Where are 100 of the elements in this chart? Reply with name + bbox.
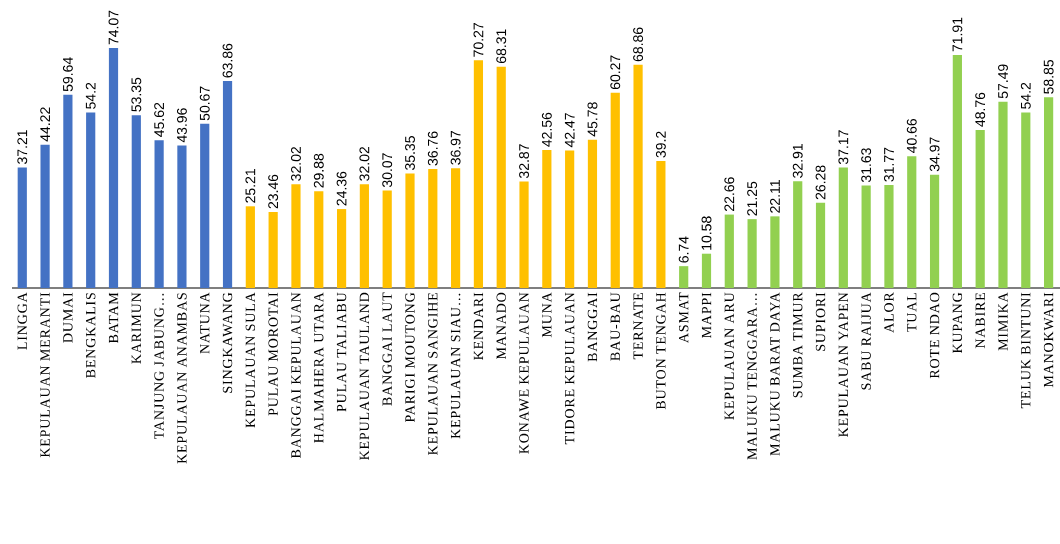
data-label: 22.66 <box>724 177 735 211</box>
x-tick-label: KEPULAUAN SULA <box>245 292 256 428</box>
bar <box>496 66 506 288</box>
x-tick-label: TERNATE <box>633 292 643 360</box>
x-tick-label: TELUK BINTUNI <box>1021 292 1031 409</box>
data-label: 43.96 <box>176 108 187 143</box>
bar <box>679 266 689 288</box>
bar <box>222 81 233 288</box>
bar <box>724 214 734 288</box>
data-label: 34.97 <box>929 137 940 172</box>
data-label: 26.28 <box>815 165 826 200</box>
bar <box>268 211 278 288</box>
data-label: 42.47 <box>564 113 575 148</box>
x-tick-label: SINGKAWANG <box>222 292 233 393</box>
bar <box>975 130 985 288</box>
data-label: 68.31 <box>496 29 507 64</box>
data-label: 70.27 <box>473 23 484 57</box>
data-label: 50.67 <box>199 86 210 121</box>
data-label: 58.85 <box>1043 59 1054 94</box>
data-label: 32.87 <box>519 144 529 179</box>
bar <box>40 144 50 288</box>
data-label: 6.74 <box>678 236 689 263</box>
data-label: 29.88 <box>313 153 324 188</box>
bar <box>154 140 164 288</box>
data-label: 53.35 <box>131 77 142 112</box>
bar <box>63 94 73 288</box>
data-label: 63.86 <box>222 43 233 78</box>
bar <box>1044 97 1054 288</box>
x-tick-label: MANADO <box>496 292 506 360</box>
data-label: 21.25 <box>747 181 758 216</box>
bar <box>405 173 415 288</box>
bar <box>519 181 529 288</box>
data-label: 31.77 <box>884 147 894 182</box>
data-label: 74.07 <box>108 10 119 45</box>
bar <box>131 115 141 288</box>
data-label: 39.2 <box>655 131 666 158</box>
bar <box>861 185 871 288</box>
bar <box>907 156 917 288</box>
bar <box>359 184 369 288</box>
x-tick-label: TANJUNG JABUNG… <box>154 293 164 440</box>
x-tick-label: TUAL <box>907 293 917 332</box>
bar <box>656 160 666 288</box>
x-tick-label: KUPANG <box>952 292 963 354</box>
x-tick-label: KEPULAUAN MERANTI <box>40 292 50 458</box>
data-label: 37.21 <box>17 130 28 164</box>
data-label: 10.58 <box>701 216 712 250</box>
bar <box>428 168 438 288</box>
x-tick-label: KEPULAUAN ARU <box>724 292 734 420</box>
data-label: 71.91 <box>952 17 963 52</box>
data-label: 54.2 <box>1020 82 1031 109</box>
bar <box>336 209 347 288</box>
data-label: 35.35 <box>405 136 415 170</box>
x-tick-label: MALUKU BARAT DAYA <box>770 292 780 456</box>
x-tick-label: TIDORE KEPULAUAN <box>564 292 575 445</box>
bar <box>770 216 780 288</box>
x-tick-label: SUMBA TIMUR <box>793 292 803 398</box>
data-label: 57.49 <box>998 64 1008 99</box>
x-tick-label: ALOR <box>884 292 894 333</box>
x-tick-label: BANGGAI LAUT <box>382 292 392 406</box>
data-label: 59.64 <box>62 57 73 92</box>
x-tick-label: NABIRE <box>975 292 985 349</box>
data-label: 37.17 <box>838 130 849 165</box>
x-tick-label: MAPPI <box>701 292 712 339</box>
x-tick-label: KEPULAUAN ANAMBAS <box>177 293 187 464</box>
x-tick-label: KEPULAUAN YAPEN <box>838 292 849 437</box>
bar <box>952 54 962 288</box>
bar <box>998 101 1008 288</box>
bar <box>565 150 575 288</box>
data-label: 36.97 <box>450 130 461 165</box>
bar <box>587 139 598 288</box>
x-tick-label: PULAU MOROTAI <box>268 292 278 416</box>
x-tick-label: PARIGI MOUTONG <box>405 292 415 423</box>
data-label: 48.76 <box>975 92 986 127</box>
x-tick-label: KEPULAUAN TAULAND <box>359 292 370 461</box>
bar <box>838 167 848 288</box>
data-label: 32.02 <box>359 147 370 181</box>
x-tick-label: SUPIORI <box>815 292 826 351</box>
x-tick-label: KENDARI <box>473 292 484 360</box>
x-tick-label: PULAU TALIABU <box>336 292 347 412</box>
bar <box>884 185 894 288</box>
x-tick-label: MUNA <box>542 292 552 338</box>
x-tick-label: MALUKU TENGGARA… <box>747 293 757 460</box>
data-label: 54.2 <box>85 82 96 109</box>
bar <box>291 184 301 288</box>
x-tick-label: KARIMUN <box>131 292 142 364</box>
data-label: 23.46 <box>268 174 279 209</box>
data-label: 44.22 <box>40 107 50 142</box>
data-label: 45.78 <box>587 102 598 137</box>
x-tick-label: ROTE NDAO <box>929 292 940 379</box>
bar <box>815 202 826 288</box>
x-tick-label: BENGKALIS <box>86 293 96 378</box>
x-tick-label: BATAM <box>108 292 119 344</box>
bar <box>17 167 27 288</box>
x-tick-label: MANOKWARI <box>1043 292 1054 388</box>
x-tick-label: SABU RAIJUA <box>861 292 871 390</box>
data-label: 32.02 <box>291 147 301 181</box>
x-tick-label: LINGGA <box>17 292 27 350</box>
bar <box>633 64 643 288</box>
data-label: 60.27 <box>610 55 621 90</box>
bar <box>451 168 461 288</box>
